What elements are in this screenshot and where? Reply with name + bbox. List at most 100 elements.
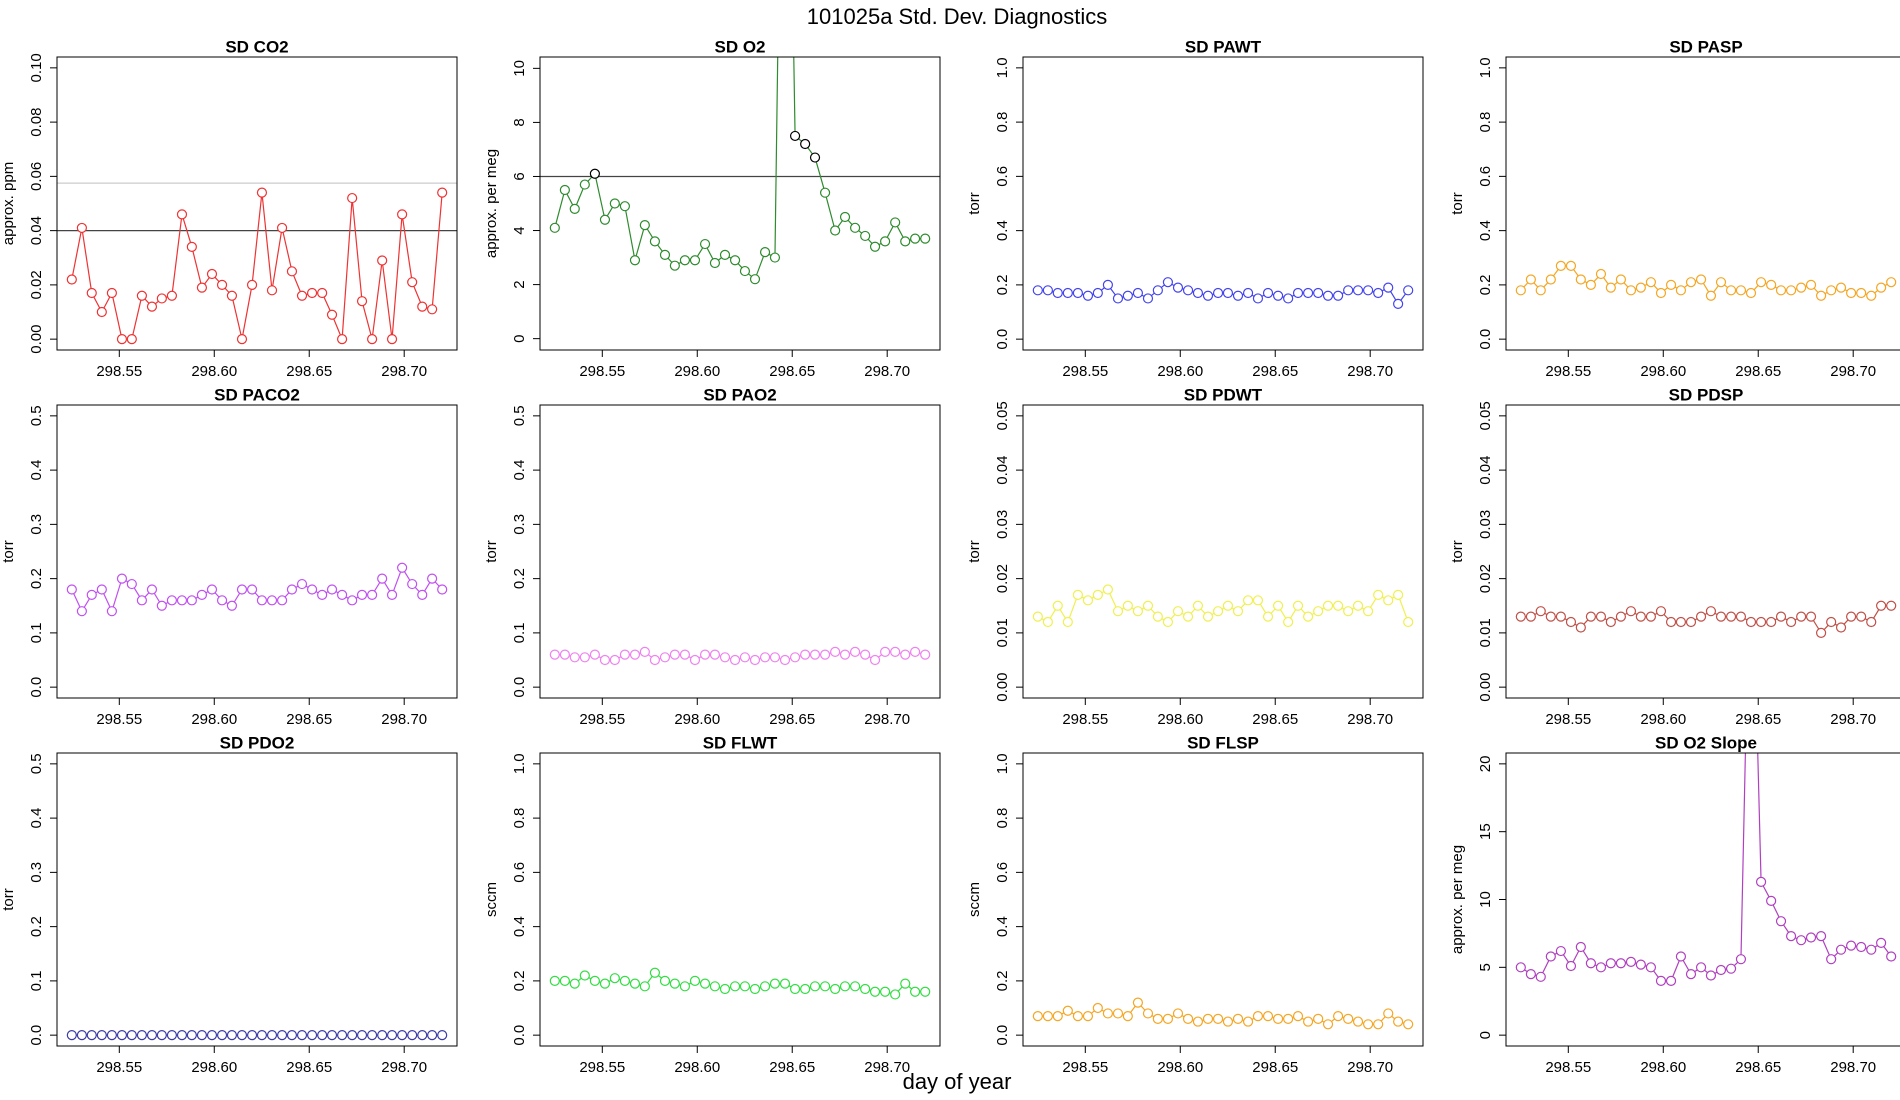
data-point [569, 652, 580, 663]
data-point [1132, 997, 1144, 1008]
data-point [366, 1030, 378, 1041]
data-point [1785, 616, 1797, 628]
y-tick-label: 0.08 [28, 108, 45, 137]
y-tick-label: 0.2 [28, 916, 45, 937]
x-tick-label: 298.60 [191, 1059, 237, 1076]
data-point [1262, 1011, 1274, 1022]
y-tick-label: 0.02 [1477, 564, 1494, 593]
data-point [1755, 616, 1767, 628]
data-point [166, 1030, 178, 1041]
y-tick-label: 0.02 [28, 270, 45, 299]
data-point [1735, 285, 1747, 296]
data-point [1212, 287, 1224, 299]
data-point [1645, 611, 1657, 622]
data-point [417, 301, 428, 312]
data-point [1403, 616, 1414, 628]
data-point [860, 230, 871, 242]
y-tick-label: 0.10 [28, 53, 45, 82]
data-point [1182, 1013, 1194, 1024]
data-point [1545, 274, 1556, 285]
data-point [397, 209, 408, 220]
panel-title: SD CO2 [225, 37, 288, 56]
data-point [1032, 611, 1043, 622]
y-tick-label: 10 [511, 60, 528, 77]
data-point [920, 233, 931, 244]
data-point [1152, 1013, 1163, 1024]
data-point [809, 981, 821, 992]
y-tick-label: 0.0 [994, 1025, 1011, 1046]
y-tick-label: 1.0 [994, 753, 1011, 774]
data-point [1202, 611, 1214, 622]
plot-area [1032, 997, 1414, 1030]
data-point [1876, 282, 1887, 293]
data-point [1555, 260, 1566, 271]
data-point [176, 595, 188, 606]
data-point [1525, 274, 1536, 285]
data-point [1182, 285, 1194, 296]
data-point [156, 1030, 167, 1041]
data-point [1082, 290, 1094, 301]
data-point [839, 981, 851, 992]
x-tick-label: 298.55 [96, 1059, 142, 1076]
y-tick-label: 0.6 [994, 166, 1011, 187]
x-tick-label: 298.70 [864, 1059, 910, 1076]
data-point [266, 285, 278, 296]
data-point [1766, 616, 1777, 628]
panel: SD O2 approx. per meg 0 2 4 6 8 10 298.55 298.60 2… [483, 37, 941, 380]
data-point [296, 290, 308, 301]
y-tick-label: 4 [511, 226, 528, 234]
y-tick-label: 0.2 [511, 568, 528, 589]
data-point [1092, 589, 1103, 601]
data-point [1373, 287, 1384, 299]
data-point [1202, 1013, 1214, 1024]
y-tick-label: 0.3 [511, 514, 528, 535]
data-point [830, 983, 841, 995]
x-tick-label: 298.60 [674, 363, 720, 380]
data-point [729, 981, 741, 992]
data-point [729, 654, 741, 666]
data-point [739, 981, 751, 992]
y-tick-label: 15 [1477, 823, 1494, 840]
data-point [1535, 285, 1546, 296]
data-point [317, 589, 328, 601]
data-point [1332, 290, 1344, 301]
data-point [146, 301, 158, 312]
x-tick-label: 298.65 [1252, 711, 1298, 728]
y-tick-label: 0 [511, 334, 528, 342]
data-point [819, 649, 831, 660]
data-point [1403, 1019, 1414, 1030]
data-point [1383, 282, 1394, 293]
y-axis-label: torr [966, 540, 983, 563]
plot-frame [1022, 404, 1424, 699]
data-point [1403, 285, 1414, 296]
data-point [1332, 600, 1344, 611]
y-tick-label: 0.04 [994, 456, 1011, 485]
data-point [1082, 595, 1094, 606]
data-point [1625, 956, 1637, 967]
data-point [549, 222, 560, 233]
data-point [1343, 1013, 1354, 1024]
panel-title: SD PDWT [1184, 385, 1263, 404]
data-point [890, 217, 901, 228]
data-point [206, 1030, 218, 1041]
data-point [1062, 616, 1073, 628]
data-point [1575, 941, 1586, 953]
data-point [1122, 1011, 1133, 1022]
data-point [1826, 616, 1837, 628]
y-tick-label: 10 [1477, 891, 1494, 908]
data-point [880, 986, 891, 997]
data-point [749, 983, 761, 995]
data-point [276, 222, 288, 234]
data-point [1585, 958, 1597, 969]
data-point [1393, 298, 1404, 309]
data-point [336, 334, 348, 345]
plot-area [1515, 753, 1897, 986]
data-point [649, 654, 661, 666]
data-point [66, 1030, 77, 1041]
plot-area [549, 967, 931, 1000]
data-point [869, 654, 881, 666]
x-tick-label: 298.70 [1347, 363, 1393, 380]
data-point [559, 649, 570, 660]
x-tick-label: 298.70 [864, 363, 910, 380]
plot-frame [539, 404, 941, 699]
